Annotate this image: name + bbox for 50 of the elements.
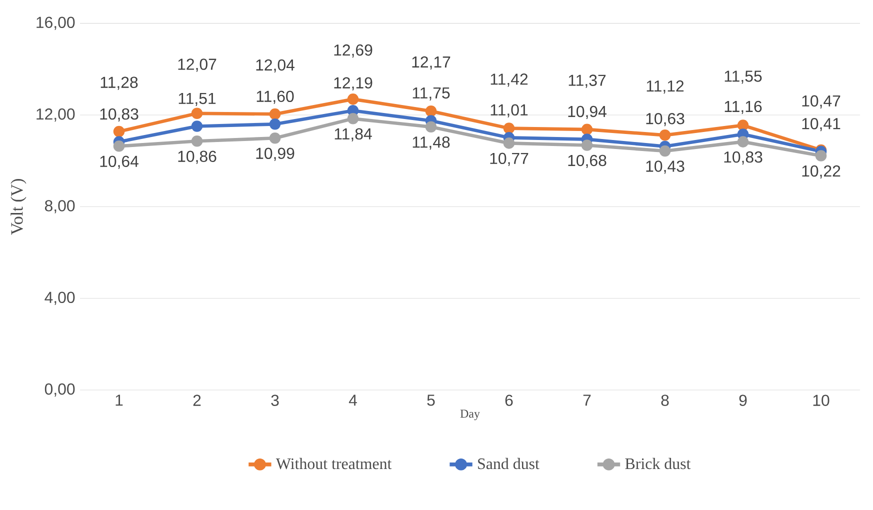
data-label: 11,28: [100, 76, 138, 90]
x-tick-label: 5: [427, 394, 435, 406]
data-label: 10,86: [178, 150, 216, 164]
data-label: 10,64: [100, 156, 138, 169]
y-tick-label: 16,00: [36, 16, 75, 30]
data-label: 11,48: [412, 136, 450, 150]
data-label: 10,94: [568, 106, 606, 120]
data-label: 11,12: [646, 80, 684, 94]
x-tick-label: 8: [661, 394, 669, 406]
data-label: 11,01: [490, 104, 528, 118]
legend-label: Without treatment: [276, 458, 392, 470]
data-label: 10,22: [802, 165, 840, 179]
data-label: 12,07: [178, 58, 216, 72]
x-tick-label: 3: [271, 394, 279, 406]
data-label: 10,43: [646, 160, 684, 174]
data-label: 10,83: [724, 151, 762, 165]
data-label: 11,55: [724, 70, 762, 84]
data-label: 10,68: [568, 154, 606, 168]
x-tick-label: 1: [116, 394, 123, 406]
data-label: 12,17: [412, 56, 450, 70]
x-tick-label: 9: [739, 394, 747, 406]
data-label: 11,16: [724, 100, 762, 114]
y-tick-label: 12,00: [36, 108, 75, 122]
x-axis-title: Day: [460, 410, 480, 420]
data-label: 10,99: [256, 148, 294, 161]
data-label: 11,37: [568, 74, 606, 88]
x-tick-label: 10: [813, 394, 830, 406]
x-tick-label: 6: [505, 394, 513, 406]
y-tick-label: 4,00: [44, 292, 75, 305]
data-label: 12,69: [334, 44, 372, 58]
y-tick-label: 0,00: [44, 383, 75, 397]
data-label: 10,63: [646, 112, 684, 126]
legend-label: Sand dust: [478, 458, 540, 470]
x-tick-label: 4: [348, 394, 357, 406]
data-label: 10,47: [802, 95, 840, 108]
data-label: 10,41: [802, 118, 840, 132]
data-label: 11,60: [256, 90, 294, 104]
legend-label: Brick dust: [625, 458, 691, 470]
data-label: 11,42: [490, 74, 528, 87]
x-tick-label: 2: [193, 394, 201, 406]
data-label: 11,75: [412, 87, 450, 100]
x-tick-label: 7: [583, 394, 591, 406]
data-label: 12,04: [256, 59, 294, 72]
data-label: 11,51: [178, 92, 216, 106]
y-axis-title: Volt (V): [10, 179, 26, 235]
data-label: 10,77: [490, 152, 528, 166]
data-label: 12,19: [334, 77, 372, 90]
data-label: 11,84: [334, 128, 372, 142]
data-label: 10,83: [100, 108, 138, 122]
y-tick-label: 8,00: [44, 200, 75, 214]
